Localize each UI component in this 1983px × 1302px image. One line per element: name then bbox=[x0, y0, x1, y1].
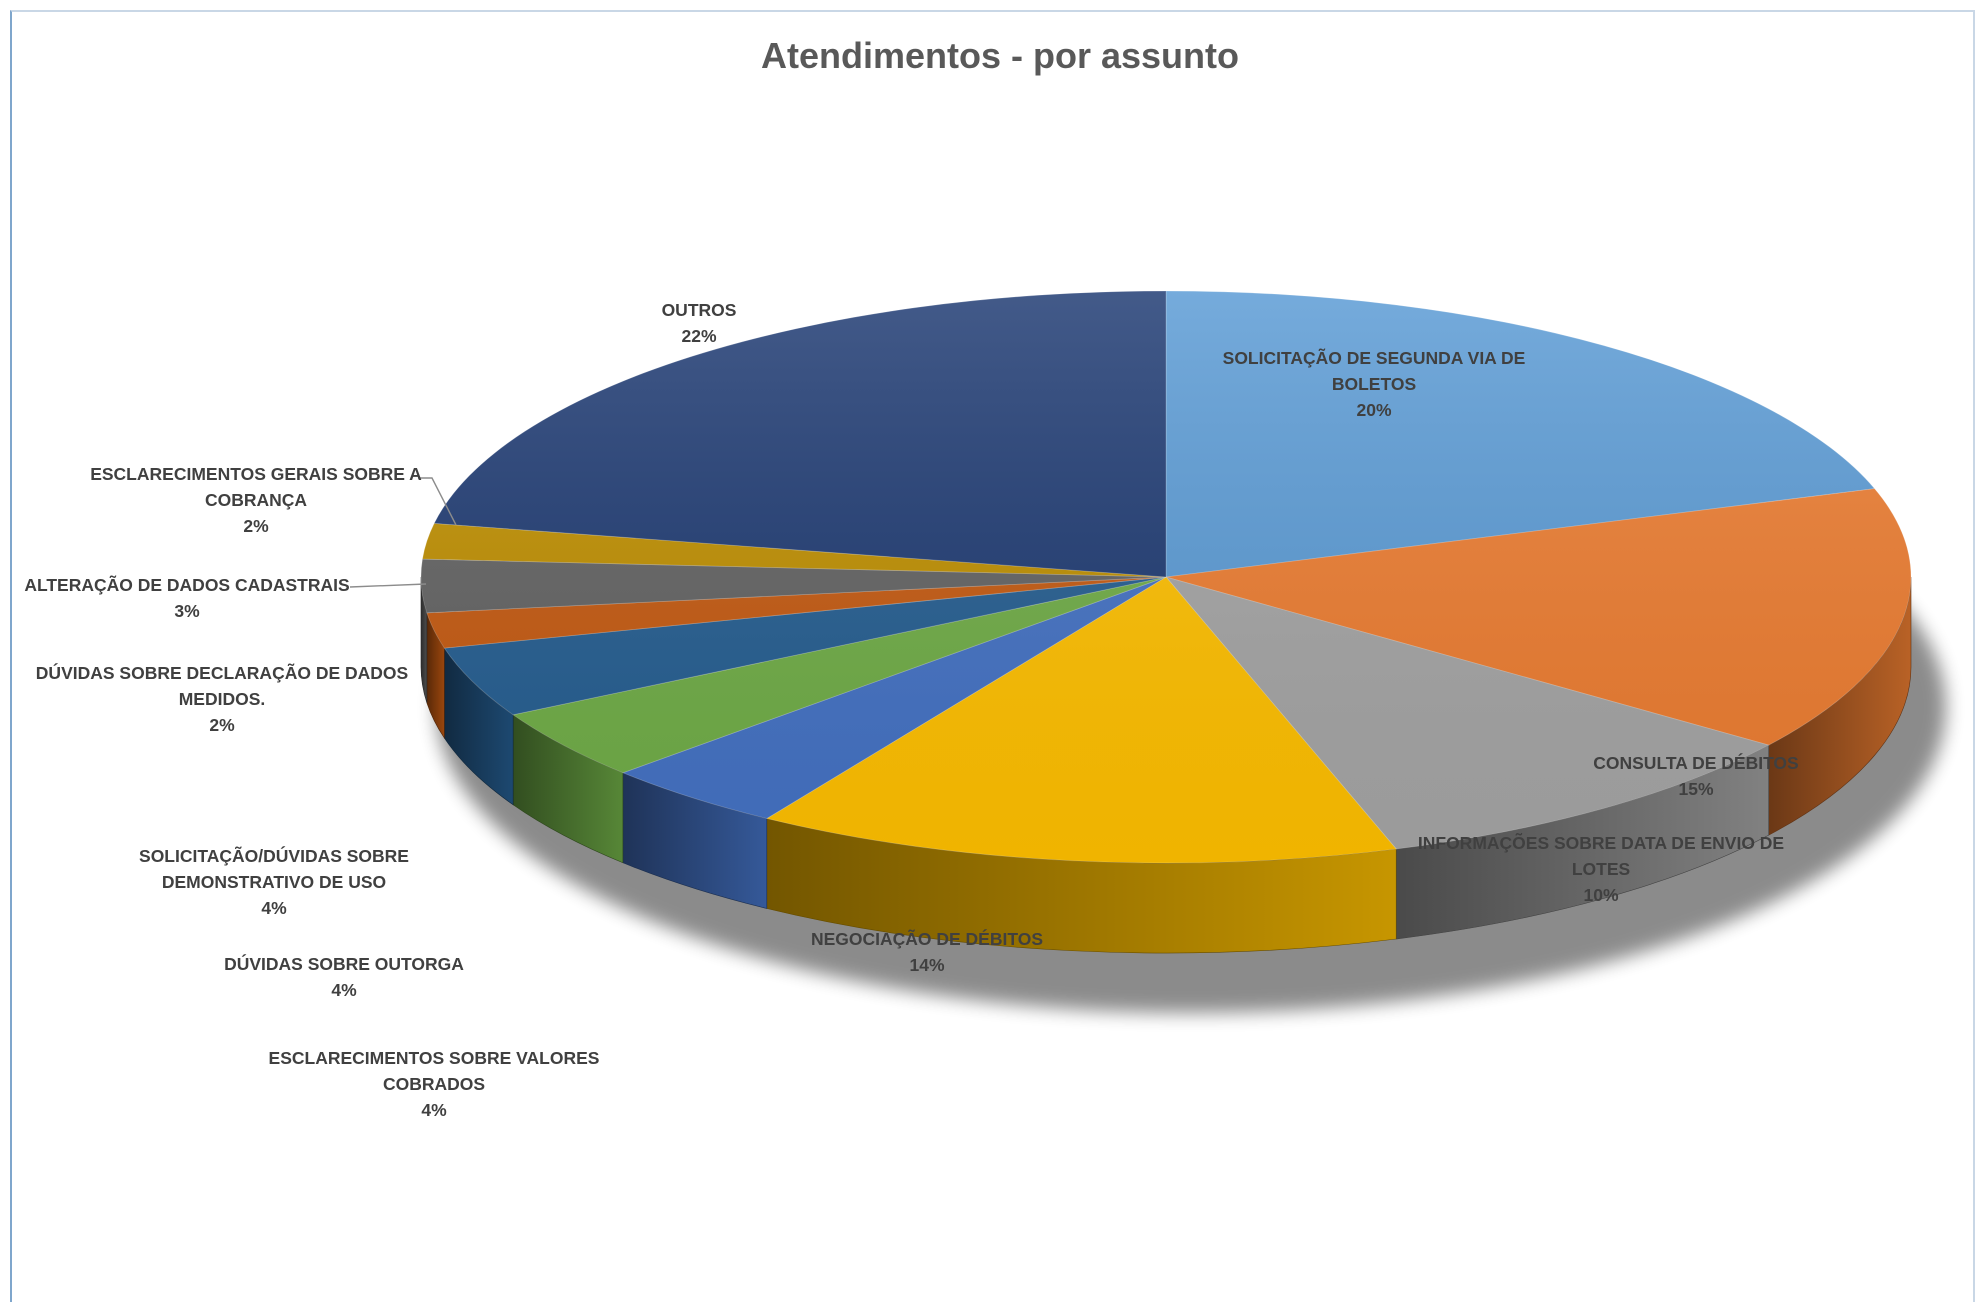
data-label-category: MEDIDOS. bbox=[179, 689, 266, 709]
data-label-category: ESCLARECIMENTOS GERAIS SOBRE A bbox=[90, 464, 422, 484]
chart-title: Atendimentos - por assunto bbox=[761, 35, 1239, 76]
data-label-percent: 4% bbox=[421, 1100, 447, 1120]
data-label-category: DEMONSTRATIVO DE USO bbox=[162, 872, 386, 892]
data-label-percent: 22% bbox=[681, 326, 716, 346]
data-label-percent: 3% bbox=[174, 601, 200, 621]
data-label-percent: 15% bbox=[1678, 779, 1713, 799]
data-label-category: ESCLARECIMENTOS SOBRE VALORES bbox=[269, 1048, 600, 1068]
data-label-percent: 4% bbox=[331, 980, 357, 1000]
data-label-category: LOTES bbox=[1572, 859, 1630, 879]
data-label-category: INFORMAÇÕES SOBRE DATA DE ENVIO DE bbox=[1418, 832, 1784, 853]
data-label-percent: 2% bbox=[209, 715, 235, 735]
data-label-percent: 2% bbox=[243, 516, 269, 536]
data-label-category: COBRADOS bbox=[383, 1074, 485, 1094]
data-label-category: OUTROS bbox=[662, 300, 737, 320]
data-label-category: ALTERAÇÃO DE DADOS CADASTRAIS bbox=[24, 574, 349, 595]
data-label-percent: 20% bbox=[1356, 400, 1391, 420]
data-label-category: NEGOCIAÇÃO DE DÉBITOS bbox=[811, 928, 1043, 949]
data-label-percent: 14% bbox=[909, 955, 944, 975]
leader-line bbox=[349, 583, 427, 588]
data-label-category: DÚVIDAS SOBRE DECLARAÇÃO DE DADOS bbox=[36, 662, 408, 683]
data-label-category: SOLICITAÇÃO/DÚVIDAS SOBRE bbox=[139, 845, 409, 866]
data-label-category: SOLICITAÇÃO DE SEGUNDA VIA DE bbox=[1223, 347, 1526, 368]
leader-line bbox=[418, 477, 457, 526]
data-label-percent: 4% bbox=[261, 898, 287, 918]
data-label-category: COBRANÇA bbox=[205, 490, 307, 510]
data-label-category: CONSULTA DE DÉBITOS bbox=[1593, 752, 1798, 773]
data-label-percent: 10% bbox=[1583, 885, 1618, 905]
data-label-category: DÚVIDAS SOBRE OUTORGA bbox=[224, 953, 464, 974]
data-label-category: BOLETOS bbox=[1332, 374, 1416, 394]
